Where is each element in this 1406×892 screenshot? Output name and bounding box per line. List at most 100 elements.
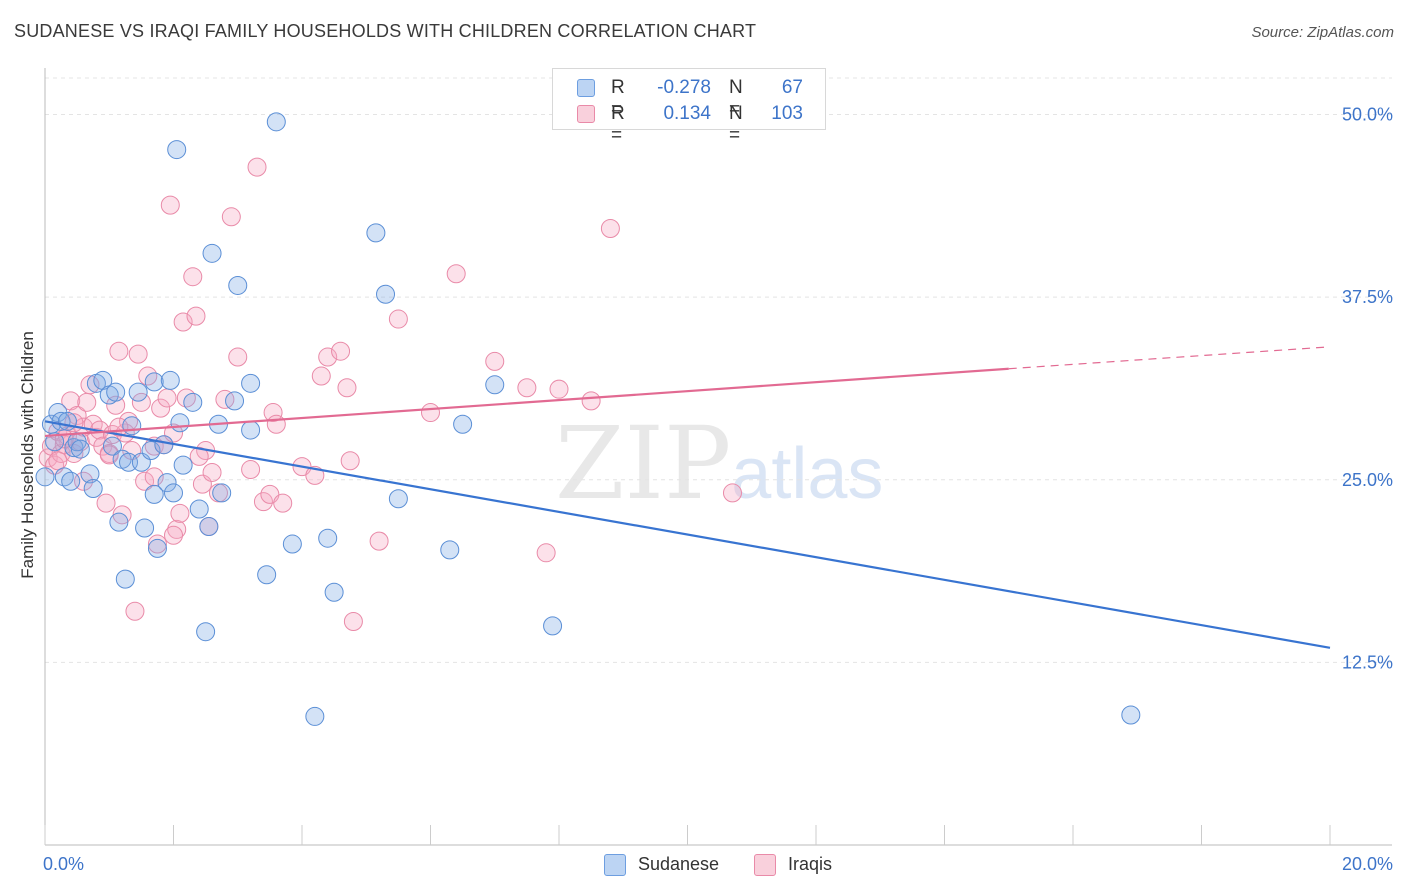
legend-r-value: -0.278	[657, 77, 711, 98]
x-tick-label: 0.0%	[43, 854, 84, 874]
iraqis-point	[266, 414, 286, 434]
sudanese-point	[366, 223, 386, 243]
iraqis-point	[157, 388, 177, 408]
iraqis-point	[128, 344, 148, 364]
iraqis-point	[421, 403, 440, 423]
y-tick-label: 12.5%	[1342, 652, 1393, 672]
sudanese-point	[61, 471, 81, 491]
iraqis-point	[215, 389, 235, 409]
iraqis-point	[109, 341, 129, 361]
legend-swatch-sudanese	[577, 79, 595, 97]
legend-n-value: 103	[771, 103, 803, 124]
sudanese-point	[318, 528, 338, 548]
sudanese-point	[122, 416, 142, 436]
sudanese-point	[135, 518, 155, 538]
legend-swatch-sudanese	[604, 854, 626, 876]
iraqis-point	[135, 471, 155, 491]
sudanese-point	[160, 370, 180, 390]
sudanese-point	[388, 489, 408, 509]
sudanese-point	[453, 414, 473, 434]
iraqis-point	[536, 543, 556, 563]
iraqis-point	[173, 312, 193, 332]
iraqis-point	[485, 351, 505, 371]
legend-r-key: R =	[611, 77, 625, 120]
legend-r-value: 0.134	[663, 103, 711, 124]
y-tick-label: 37.5%	[1342, 287, 1393, 307]
sudanese-point	[305, 706, 325, 726]
iraqis-point	[253, 492, 273, 512]
iraqis-point	[160, 195, 180, 215]
sudanese-point	[257, 565, 277, 585]
iraqis-point	[343, 611, 363, 631]
sudanese-point	[196, 622, 216, 642]
iraqis-point	[273, 493, 293, 513]
iraqis-point	[228, 347, 248, 367]
sudanese-point	[45, 432, 65, 452]
iraqis-point	[96, 493, 116, 513]
sudanese-point	[57, 411, 77, 431]
sudanese-point	[241, 373, 261, 393]
sudanese-point	[173, 455, 193, 475]
iraqis-point	[186, 306, 206, 326]
sudanese-point	[199, 517, 219, 537]
iraqis-trend-line	[44, 367, 1009, 438]
sudanese-point	[225, 391, 245, 411]
sudanese-point	[102, 436, 122, 456]
legend-swatch-iraqis	[577, 105, 595, 123]
iraqis-point	[125, 601, 145, 621]
iraqis-point	[446, 264, 466, 284]
iraqis-point	[167, 519, 187, 539]
iraqis-point	[106, 395, 126, 415]
iraqis-point	[600, 218, 620, 238]
sudanese-point	[144, 372, 164, 392]
sudanese-point	[109, 512, 129, 532]
iraqis-point	[517, 378, 537, 398]
iraqis-point	[331, 341, 351, 361]
iraqis-point	[305, 465, 325, 485]
iraqis-point	[202, 462, 222, 482]
y-tick-label: 50.0%	[1342, 105, 1393, 125]
sudanese-point	[106, 382, 126, 402]
sudanese-point	[202, 243, 222, 263]
iraqis-point	[337, 378, 357, 398]
legend-n-key: N =	[729, 103, 743, 146]
iraqis-point	[170, 503, 190, 523]
sudanese-point	[212, 483, 232, 503]
iraqis-point	[48, 451, 68, 471]
iraqis-point	[549, 379, 569, 399]
sudanese-point	[485, 375, 505, 395]
sudanese-point	[83, 479, 103, 499]
y-tick-label: 25.0%	[1342, 470, 1393, 490]
sudanese-point	[1121, 705, 1141, 725]
sudanese-point	[80, 464, 100, 484]
x-tick-label: 20.0%	[1342, 854, 1393, 874]
iraqis-point	[80, 375, 100, 395]
sudanese-point	[70, 439, 90, 459]
legend-r-key: R =	[611, 103, 625, 146]
iraqis-point	[151, 398, 171, 418]
sudanese-point	[154, 435, 174, 455]
sudanese-point	[266, 112, 286, 132]
iraqis-point	[77, 392, 97, 412]
sudanese-point	[324, 582, 344, 602]
legend-n-value: 67	[781, 77, 803, 98]
iraqis-point	[340, 451, 360, 471]
sudanese-point	[241, 420, 261, 440]
sudanese-point	[170, 413, 190, 433]
iraqis-point	[722, 483, 742, 503]
iraqis-point	[311, 366, 331, 386]
sudanese-point	[543, 616, 563, 636]
sudanese-point	[157, 473, 177, 493]
iraqis-point	[183, 267, 203, 287]
source-label: Source: ZipAtlas.com	[1251, 24, 1394, 41]
sudanese-point	[228, 275, 248, 295]
sudanese-point	[115, 569, 135, 589]
sudanese-point	[128, 382, 148, 402]
legend-label-iraqis: Iraqis	[788, 854, 833, 874]
iraqis-point	[247, 157, 267, 177]
sudanese-point	[183, 392, 203, 412]
sudanese-point	[376, 284, 396, 304]
sudanese-trend-line	[44, 420, 1331, 649]
sudanese-point	[35, 467, 55, 487]
